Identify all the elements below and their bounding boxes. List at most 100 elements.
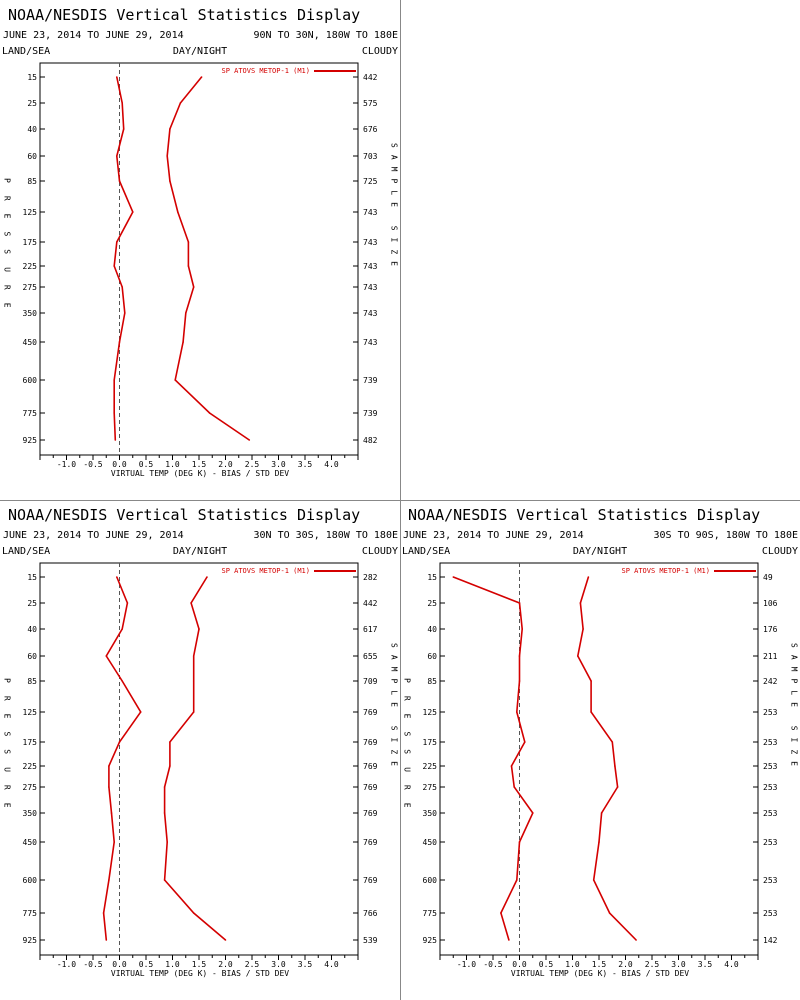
std-dev-series-line (576, 576, 637, 941)
x-axis-label: VIRTUAL TEMP (DEG K) - BIAS / STD DEV (511, 969, 689, 978)
sample-size-label: 743 (363, 238, 378, 247)
x-tick-label: -1.0 (457, 960, 476, 969)
land-sea-label: LAND/SEA (402, 546, 450, 557)
panel-divider-horizontal (0, 500, 800, 501)
std-dev-series-line (163, 576, 227, 941)
sample-size-label: 743 (363, 208, 378, 217)
bias-point (121, 102, 123, 104)
bias-point (102, 912, 105, 914)
sample-size-label: 743 (363, 262, 378, 271)
bias-point (524, 741, 526, 743)
sample-size-label: 253 (763, 909, 778, 918)
x-tick-label: 0.0 (112, 960, 127, 969)
x-tick-label: -0.5 (83, 460, 102, 469)
std-dev-point (587, 576, 590, 578)
std-dev-point (598, 841, 600, 843)
bias-point (121, 680, 123, 682)
sample-size-label: 253 (763, 809, 778, 818)
pressure-level-label: 15 (27, 573, 37, 582)
pressure-level-label: 275 (423, 783, 438, 792)
day-night-label: DAY/NIGHT (173, 46, 227, 57)
sample-size-label: 211 (763, 652, 778, 661)
std-dev-point (169, 180, 171, 182)
std-dev-point (592, 879, 595, 881)
pressure-level-label: 60 (27, 652, 37, 661)
x-tick-label: 0.5 (139, 960, 154, 969)
pressure-level-label: 275 (23, 283, 38, 292)
sample-size-label: 617 (363, 625, 378, 634)
pressure-level-label: 350 (23, 809, 38, 818)
pressure-level-label: 85 (27, 677, 37, 686)
bias-point (518, 680, 521, 682)
chart-svg: NOAA/NESDIS Vertical Statistics Display J… (2, 6, 399, 478)
sample-size-label: 482 (363, 436, 378, 445)
y2-axis-label: SAMPLE SIZE (390, 643, 399, 773)
x-tick-label: 2.0 (218, 460, 233, 469)
pressure-level-label: 775 (23, 409, 38, 418)
bias-point (116, 576, 118, 578)
bias-point (118, 741, 121, 743)
std-dev-point (169, 128, 171, 130)
pressure-level-label: 600 (423, 876, 438, 885)
bias-point (105, 655, 108, 657)
date-range: JUNE 23, 2014 TO JUNE 29, 2014 (3, 530, 184, 541)
bias-point (132, 211, 134, 213)
bias-point (518, 841, 521, 843)
pressure-level-label: 85 (27, 177, 37, 186)
x-tick-label: 0.5 (539, 960, 554, 969)
region-label: 30S TO 90S, 180W TO 180E (654, 530, 799, 541)
x-tick-label: 2.5 (645, 960, 660, 969)
sample-size-label: 743 (363, 338, 378, 347)
std-dev-point (208, 412, 211, 414)
pressure-level-label: 85 (427, 677, 437, 686)
sample-size-label: 539 (363, 936, 378, 945)
plot-frame (39, 562, 359, 956)
bias-series-line (102, 576, 142, 941)
sample-size-label: 766 (363, 909, 378, 918)
pressure-level-label: 600 (23, 376, 38, 385)
region-label: 30N TO 30S, 180W TO 180E (254, 530, 399, 541)
pressure-level-label: 25 (427, 599, 437, 608)
bias-point (518, 655, 521, 657)
land-sea-label: LAND/SEA (2, 46, 50, 57)
bias-point (116, 241, 118, 243)
cloudy-label: CLOUDY (362, 546, 398, 557)
sample-size-label: 739 (363, 409, 378, 418)
legend-entry: SP ATOVS METOP-1 (M1) (621, 567, 710, 575)
bias-point (108, 879, 110, 881)
bias-point (105, 939, 108, 941)
pressure-level-label: 450 (423, 838, 438, 847)
pressure-level-label: 775 (23, 909, 38, 918)
pressure-level-label: 40 (27, 125, 37, 134)
x-tick-label: 1.5 (192, 460, 207, 469)
std-dev-point (635, 939, 637, 941)
sample-size-label: 769 (363, 708, 378, 717)
x-tick-label: 0.0 (512, 960, 527, 969)
pressure-level-label: 925 (23, 436, 38, 445)
std-dev-point (224, 939, 227, 941)
chart-panel-3: NOAA/NESDIS Vertical Statistics Display J… (400, 500, 800, 1000)
sample-size-label: 709 (363, 677, 378, 686)
std-dev-point (169, 765, 171, 767)
bias-point (500, 912, 502, 914)
pressure-level-label: 225 (423, 762, 438, 771)
y-axis-label: PRESSURE (3, 178, 12, 321)
std-dev-point (600, 812, 603, 814)
x-tick-label: 1.5 (192, 960, 207, 969)
sample-size-label: 253 (763, 838, 778, 847)
sample-size-label: 253 (763, 876, 778, 885)
pressure-level-label: 225 (23, 262, 38, 271)
x-tick-label: -1.0 (57, 960, 76, 969)
bias-point (110, 812, 113, 814)
bias-point (139, 711, 142, 713)
date-range: JUNE 23, 2014 TO JUNE 29, 2014 (403, 530, 584, 541)
std-dev-point (177, 211, 179, 213)
x-tick-label: 2.5 (245, 460, 260, 469)
pressure-level-label: 175 (423, 738, 438, 747)
pressure-level-label: 25 (27, 599, 37, 608)
sample-size-label: 442 (363, 73, 378, 82)
sample-size-label: 655 (363, 652, 378, 661)
pressure-level-label: 40 (427, 625, 437, 634)
bias-point (113, 841, 115, 843)
std-dev-point (614, 765, 616, 767)
